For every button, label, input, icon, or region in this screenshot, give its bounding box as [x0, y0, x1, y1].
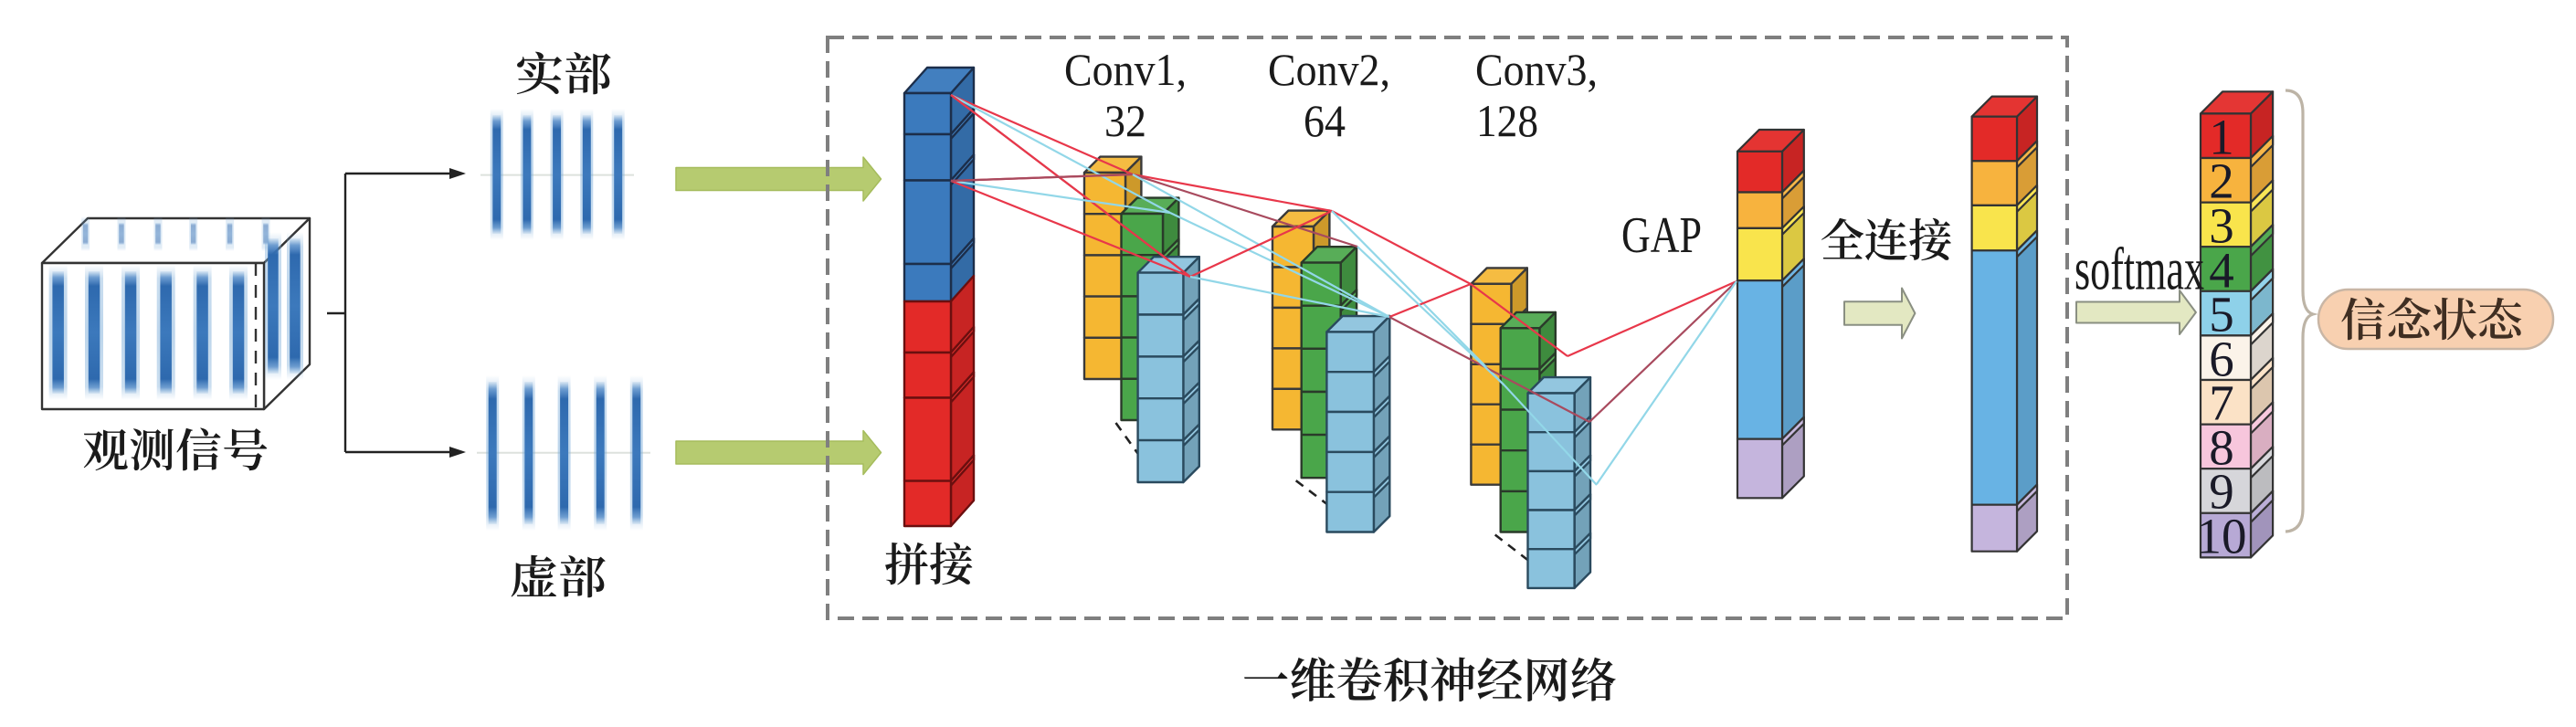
svg-text:实部: 实部	[515, 38, 612, 104]
svg-text:全连接: 全连接	[1821, 205, 1953, 270]
svg-text:1: 1	[2209, 110, 2234, 165]
svg-text:一维卷积神经网络: 一维卷积神经网络	[1242, 643, 1617, 711]
svg-text:拼接: 拼接	[884, 529, 974, 595]
svg-text:4: 4	[2209, 243, 2234, 299]
svg-text:3: 3	[2209, 198, 2234, 254]
svg-text:128: 128	[1476, 95, 1538, 146]
svg-text:虚部: 虚部	[510, 542, 607, 607]
svg-text:Conv2,: Conv2,	[1268, 44, 1390, 95]
svg-text:64: 64	[1304, 95, 1346, 146]
svg-text:观测信号: 观测信号	[82, 415, 269, 480]
svg-text:Conv3,: Conv3,	[1475, 44, 1598, 95]
svg-text:8: 8	[2209, 420, 2234, 476]
svg-text:7: 7	[2209, 375, 2234, 431]
svg-text:Conv1,: Conv1,	[1064, 44, 1187, 95]
svg-text:2: 2	[2209, 153, 2234, 209]
svg-text:softmax: softmax	[2075, 237, 2204, 303]
svg-text:32: 32	[1104, 95, 1146, 146]
svg-text:5: 5	[2209, 287, 2234, 342]
svg-text:6: 6	[2209, 332, 2234, 387]
svg-text:GAP: GAP	[1621, 207, 1702, 264]
svg-text:9: 9	[2209, 464, 2234, 520]
svg-text:10: 10	[2197, 509, 2247, 564]
svg-text:信念状态: 信念状态	[2340, 284, 2523, 350]
